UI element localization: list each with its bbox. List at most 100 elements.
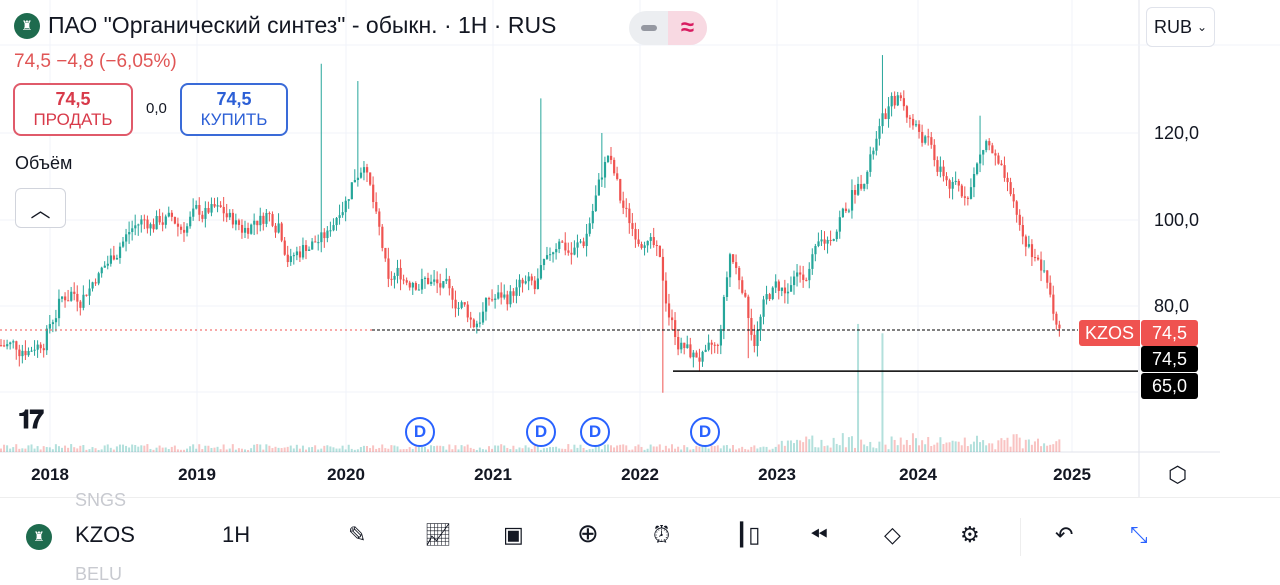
candle-body [918,124,921,132]
volume-bar [771,448,774,452]
candle-body [664,280,668,304]
undo-icon[interactable]: ↶ [1055,522,1074,547]
settings-hexagon-icon[interactable]: ⬡ [1168,462,1188,487]
alert-icon[interactable]: ⏰︎ [653,522,671,547]
candle-body [704,349,707,352]
dividend-marker[interactable]: D [405,417,435,447]
time-tick: 2024 [899,465,937,484]
pencil-icon[interactable]: ✎ [348,522,367,547]
volume-bar [634,446,637,452]
volume-bar [0,448,2,452]
candle-body [369,172,372,185]
candle-body [122,241,125,247]
candle-body [393,275,396,280]
candle-body [1058,324,1061,329]
title-text: ПАО "Органический синтез" - обыкн. · 1Н … [48,12,557,38]
volume-bar [67,447,70,452]
volume-bar [341,445,344,452]
candle-body [341,212,344,216]
volume-bar [1000,438,1003,452]
volume-bar [250,448,253,452]
candle-body [146,219,149,229]
candle-body [582,241,585,247]
candle-body [372,184,375,203]
volume-bar [155,447,158,452]
volume-bar [530,448,533,452]
candle-body [985,141,988,151]
candle-body [475,323,478,328]
candle-body [838,217,841,232]
volume-bar [982,440,985,452]
volume-bar [225,449,228,452]
volume-bar [722,445,725,452]
layers-icon[interactable]: ◇ [884,522,901,547]
interval-button[interactable]: 1H [222,522,251,547]
volume-bar [707,448,710,452]
indicators-icon[interactable]: 📈︎ [424,522,452,547]
sell-button[interactable]: 74,5 ПРОДАТЬ [13,83,133,136]
next-symbol[interactable]: BELU [75,564,123,584]
candle-body [628,208,631,224]
collapse-button[interactable]: ︿ [15,188,66,228]
candle-body [820,239,823,242]
add-icon[interactable]: ⊕ [577,518,599,548]
volume-bar [789,440,792,452]
volume-bar [292,448,295,452]
buy-button[interactable]: 74,5 КУПИТЬ [180,83,288,136]
candle-body [908,117,912,119]
volume-bar [692,449,695,452]
volume-bar [478,447,481,452]
dividend-marker[interactable]: D [580,417,610,447]
candle-body [866,171,869,184]
line-label[interactable]: 74,5 [1141,346,1198,372]
symbol-title[interactable]: ♜ ПАО "Органический синтез" - обыкн. · 1Н… [14,12,556,39]
candle-body [1040,259,1043,271]
prev-symbol[interactable]: SNGS [75,490,127,510]
volume-bar [747,449,750,452]
volume-bar [491,448,494,452]
candle-body [15,341,18,350]
candle-body [115,257,119,260]
replay-icon[interactable]: ⏪︎ [810,522,828,547]
candle-body [64,296,67,301]
candle-body [1000,163,1003,166]
symbol-button[interactable]: KZOS [75,522,135,547]
layouts-icon[interactable]: ▣ [503,522,524,547]
volume-bar [195,448,198,452]
volume-bar [753,445,756,452]
dividend-marker[interactable]: D [526,417,556,447]
candle-body [268,213,271,215]
candles-icon[interactable]: ┃▯ [735,522,761,547]
currency-select[interactable]: RUB ⌄ [1146,7,1215,47]
volume-bar [265,444,268,452]
volume-bar [326,445,329,452]
candle-body [57,298,61,319]
volume-bar [189,446,192,452]
company-logo: ♜ [14,12,40,39]
volume-bar [1030,444,1033,452]
volume-bar [921,440,924,452]
volume-bar [576,447,579,452]
candle-body [640,244,643,248]
candle-body [170,212,173,217]
price-chart[interactable] [0,0,1280,497]
volume-bar [73,447,76,452]
candle-body [585,233,588,247]
volume-bar [872,447,875,452]
volume-bar [436,445,439,452]
time-tick: 2025 [1053,465,1091,484]
candle-body [634,228,637,240]
fullscreen-exit-icon[interactable]: ⤡ [1130,522,1148,547]
volume-bar [817,447,820,452]
candle-body [896,95,899,106]
candle-body [311,241,314,250]
candle-body [189,216,192,227]
candle-body [701,351,704,362]
line-label[interactable]: 65,0 [1141,373,1198,399]
settings-icon[interactable]: ⚙︎ [960,522,980,547]
volume-bar [750,446,753,452]
candle-body [265,213,268,224]
candle-body [378,211,381,227]
market-status-pill[interactable]: ≈ [629,11,707,45]
dividend-marker[interactable]: D [690,417,720,447]
